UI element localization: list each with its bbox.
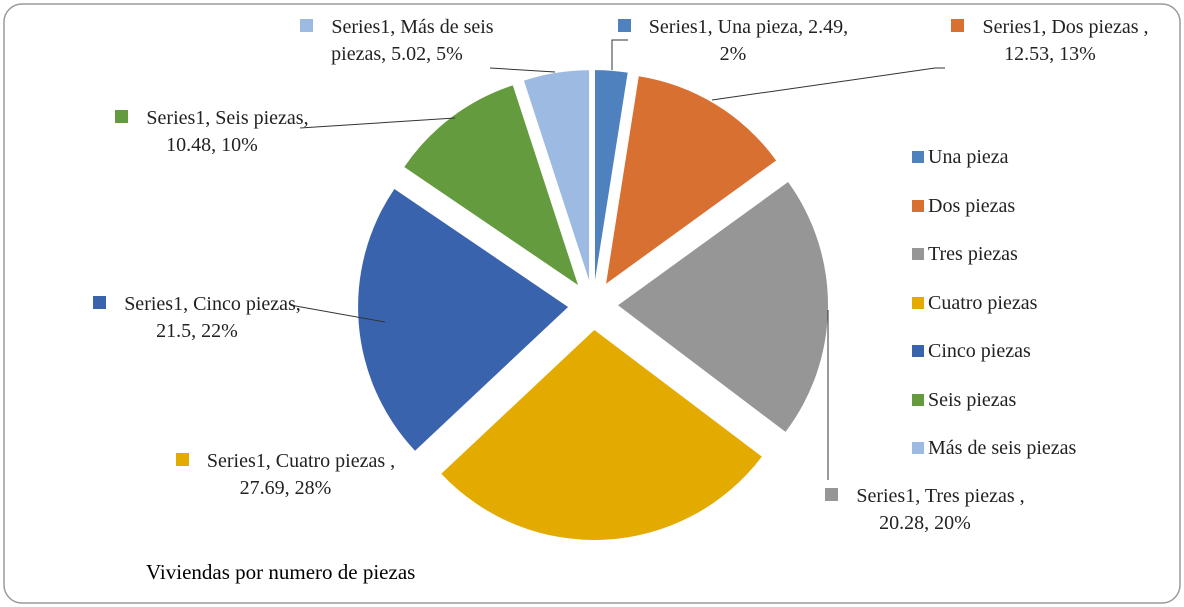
data-label: Series1, Una pieza, 2.49, 2% <box>608 14 858 68</box>
data-label: Series1, Cinco piezas, 21.5, 22% <box>72 291 322 345</box>
data-label: Series1, Seis piezas, 10.48, 10% <box>112 105 312 159</box>
legend-entry: Más de seis piezas <box>912 437 1076 460</box>
leader-line <box>289 304 386 323</box>
label-swatch <box>617 19 631 32</box>
data-label-text: Series1, Seis piezas, 10.48, 10% <box>146 107 309 156</box>
legend-entry: Tres piezas <box>912 243 1018 266</box>
leader-line <box>299 117 456 129</box>
legend-swatch <box>912 345 924 357</box>
label-swatch <box>93 296 107 309</box>
data-label: Series1, Más de seis piezas, 5.02, 5% <box>272 14 522 68</box>
legend-swatch <box>912 393 924 406</box>
legend-swatch <box>912 296 924 309</box>
data-label-text: Series1, Una pieza, 2.49, 2% <box>648 16 849 65</box>
legend-text: Tres piezas <box>928 243 1018 265</box>
legend-swatch <box>912 151 924 163</box>
pie-slice <box>441 329 762 540</box>
data-label-text: Series1, Tres piezas , 20.28, 20% <box>856 485 1025 534</box>
pie-slice <box>523 70 590 281</box>
leader-line <box>611 39 628 70</box>
legend-entry: Cuatro piezas <box>912 292 1037 315</box>
legend-text: Cinco piezas <box>928 340 1031 362</box>
pie-slice <box>358 188 569 451</box>
legend-swatch <box>912 199 924 212</box>
label-swatch <box>300 19 314 32</box>
legend-text: Una pieza <box>928 146 1009 168</box>
data-label-text: Series1, Más de seis piezas, 5.02, 5% <box>331 16 494 65</box>
legend-text: Seis piezas <box>928 388 1017 411</box>
data-label-text: Series1, Cinco piezas, 21.5, 22% <box>124 293 301 342</box>
label-swatch <box>825 488 839 501</box>
legend-swatch <box>912 248 924 260</box>
data-label: Series1, Cuatro piezas , 27.69, 28% <box>168 448 403 502</box>
data-label-text: Series1, Dos piezas , 12.53, 13% <box>982 16 1149 65</box>
chart-frame <box>3 3 1181 604</box>
legend-entry: Cinco piezas <box>912 340 1031 363</box>
legend-text: Cuatro piezas <box>928 291 1038 314</box>
data-label-text: Series1, Cuatro piezas , 27.69, 28% <box>206 450 396 499</box>
label-swatch <box>115 110 129 123</box>
legend-text: Dos piezas <box>928 194 1016 217</box>
leader-line <box>711 67 945 101</box>
pie-slice <box>617 182 828 432</box>
data-label: Series1, Dos piezas , 12.53, 13% <box>940 14 1160 68</box>
label-swatch <box>951 19 965 32</box>
legend-entry: Seis piezas <box>912 389 1016 412</box>
pie-slice <box>404 85 578 286</box>
pie-slice <box>594 70 628 281</box>
legend-text: Más de seis piezas <box>928 437 1077 459</box>
data-label: Series1, Tres piezas , 20.28, 20% <box>815 483 1035 537</box>
legend-swatch <box>912 442 924 454</box>
legend-entry: Una pieza <box>912 146 1009 169</box>
chart-title: Viviendas por numero de piezas <box>146 560 416 584</box>
legend-entry: Dos piezas <box>912 195 1015 218</box>
leader-line <box>489 67 556 73</box>
label-swatch <box>175 453 189 466</box>
pie-slice <box>606 76 777 284</box>
